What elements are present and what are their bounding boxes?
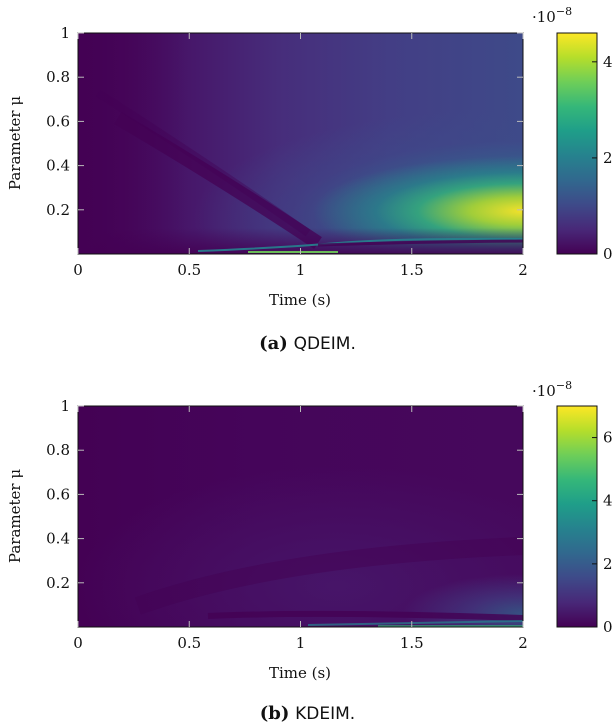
heatmap-a-xlabel: Time (s) <box>269 291 331 309</box>
caption-b-label: (b) <box>259 703 290 724</box>
colorbar-tick-label: 2 <box>603 149 613 167</box>
colorbar-b-exponent: ·10−8 <box>532 379 572 400</box>
colorbar-tick-label: 4 <box>603 53 613 71</box>
colorbar-tick-label: 0 <box>603 245 613 263</box>
colorbar-a: 0 2 4 ·10−8 <box>532 5 613 263</box>
x-tick-label: 0 <box>73 634 83 652</box>
panel-b: 0 0.5 1 1.5 2 0.2 0.4 0.6 0.8 1 Time (s) Paramet… <box>6 379 613 682</box>
heatmap-a-ylabel: Parameter μ <box>6 96 24 190</box>
x-tick-label: 0 <box>73 261 83 279</box>
caption-b: (b) KDEIM. <box>0 703 615 724</box>
heatmap-a-x-ticks: 0 0.5 1 1.5 2 <box>73 33 528 279</box>
heatmap-b-field <box>78 406 523 627</box>
colorbar-tick-label: 2 <box>603 555 613 573</box>
y-tick-label: 0.4 <box>46 530 70 548</box>
y-tick-label: 0.6 <box>46 112 70 130</box>
heatmap-b-plot <box>77 405 524 628</box>
x-tick-label: 1 <box>296 634 306 652</box>
colorbar-a-frame <box>556 32 598 255</box>
y-tick-label: 0.8 <box>46 441 70 459</box>
heatmap-a-plot <box>77 32 524 255</box>
caption-a-label: (a) <box>259 333 288 354</box>
colorbar-tick-label: 0 <box>603 618 613 636</box>
heatmap-b-xlabel: Time (s) <box>269 664 331 682</box>
colorbar-b: 0 2 4 6 ·10−8 <box>532 379 613 636</box>
y-tick-label: 0.2 <box>46 574 70 592</box>
colorbar-b-ticks: 0 2 4 6 <box>592 429 613 636</box>
y-tick-label: 1 <box>60 24 70 42</box>
x-tick-label: 2 <box>518 261 528 279</box>
colorbar-tick-label: 6 <box>603 429 613 447</box>
y-tick-label: 0.2 <box>46 201 70 219</box>
colorbar-tick-label: 4 <box>603 492 613 510</box>
colorbar-a-exponent: ·10−8 <box>532 5 572 26</box>
heatmap-a-y-ticks: 0.2 0.4 0.6 0.8 1 <box>46 24 523 219</box>
colorbar-a-gradient <box>557 33 597 254</box>
colorbar-b-gradient <box>557 406 597 627</box>
x-tick-label: 1 <box>296 261 306 279</box>
colorbar-a-ticks: 0 2 4 <box>592 53 613 263</box>
panel-a: 0 0.5 1 1.5 2 0.2 0.4 0.6 0.8 1 Time (s) Paramet… <box>6 5 613 309</box>
caption-b-text: KDEIM. <box>295 704 356 724</box>
heatmap-b-ylabel: Parameter μ <box>6 469 24 563</box>
x-tick-label: 1.5 <box>400 634 424 652</box>
y-tick-label: 0.6 <box>46 485 70 503</box>
y-tick-label: 1 <box>60 397 70 415</box>
y-tick-label: 0.4 <box>46 157 70 175</box>
x-tick-label: 2 <box>518 634 528 652</box>
caption-a: (a) QDEIM. <box>0 333 615 354</box>
caption-a-text: QDEIM. <box>293 334 356 354</box>
x-tick-label: 0.5 <box>177 261 201 279</box>
x-tick-label: 0.5 <box>177 634 201 652</box>
x-tick-label: 1.5 <box>400 261 424 279</box>
colorbar-b-frame <box>556 405 598 628</box>
y-tick-label: 0.8 <box>46 68 70 86</box>
heatmap-b-y-ticks: 0.2 0.4 0.6 0.8 1 <box>46 397 523 592</box>
heatmap-b-x-ticks: 0 0.5 1 1.5 2 <box>73 406 528 652</box>
heatmap-a-field <box>78 33 523 254</box>
